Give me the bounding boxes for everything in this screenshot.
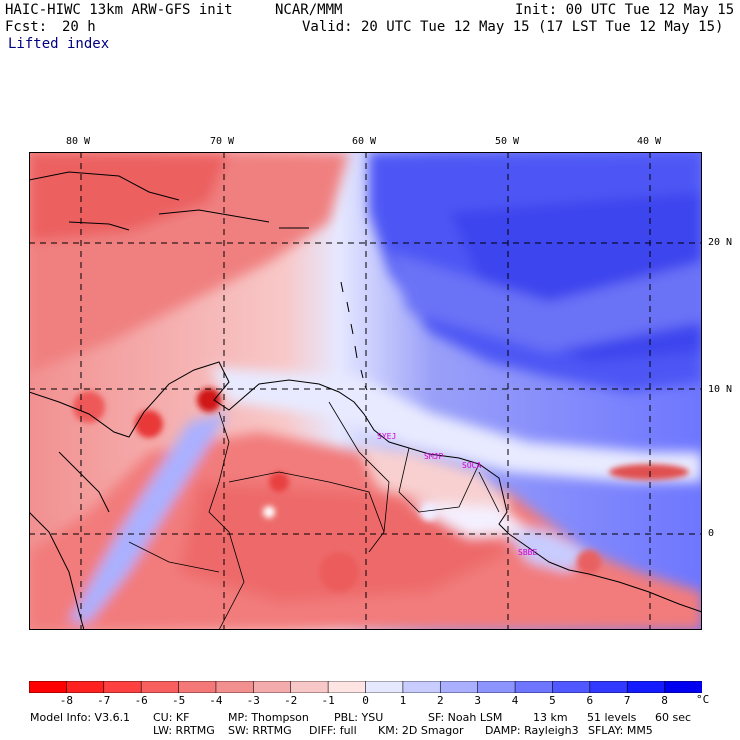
station-label-soca: SOCA xyxy=(462,461,482,470)
field-name: Lifted index xyxy=(8,36,110,52)
colorbar-level-label: -3 xyxy=(246,694,260,707)
colorbar-level-label: 5 xyxy=(549,694,556,707)
colorbar-swatch xyxy=(552,681,591,693)
footer-sf: SF: Noah LSM xyxy=(428,711,503,724)
colorbar-level-label: -4 xyxy=(209,694,223,707)
colorbar-swatch xyxy=(253,681,292,693)
colorbar xyxy=(29,681,702,693)
colorbar-swatch xyxy=(514,681,554,693)
footer-sflay: SFLAY: MM5 xyxy=(588,724,653,737)
footer-diff: DIFF: full xyxy=(309,724,357,737)
lifted-index-map xyxy=(29,152,702,630)
colorbar-swatch xyxy=(589,681,629,693)
station-label-syej: SYEJ xyxy=(377,432,397,441)
lat-label-20n: 20 N xyxy=(708,237,733,248)
colorbar-level-label: 0 xyxy=(362,694,369,707)
footer-levels: 51 levels xyxy=(587,711,637,724)
colorbar-unit: °C xyxy=(696,693,710,706)
forecast-label: Fcst: xyxy=(5,19,48,35)
colorbar-swatch xyxy=(103,681,142,693)
lon-label-80w: 80 W xyxy=(66,136,91,147)
forecast-hour: 20 h xyxy=(62,19,96,35)
colorbar-level-label: 7 xyxy=(623,694,631,707)
colorbar-swatch xyxy=(140,681,180,693)
colorbar-swatch xyxy=(477,681,516,693)
field-shading xyxy=(29,152,702,630)
footer-timestep: 60 sec xyxy=(655,711,692,724)
lon-label-40w: 40 W xyxy=(637,136,662,147)
colorbar-level-label: 2 xyxy=(436,694,444,707)
footer-model-info: Model Info: V3.6.1 xyxy=(30,711,131,724)
colorbar-swatch xyxy=(215,681,255,693)
lat-lon-grid xyxy=(29,152,702,630)
footer-damp: DAMP: Rayleigh3 xyxy=(485,724,579,737)
lon-label-50w: 50 W xyxy=(495,136,520,147)
colorbar-level-label: 8 xyxy=(661,694,668,707)
colorbar-level-label: -8 xyxy=(59,694,74,707)
colorbar-swatch xyxy=(327,681,367,693)
colorbar-level-label: 3 xyxy=(474,694,481,707)
colorbar-swatch xyxy=(66,681,105,693)
lat-label-0: 0 xyxy=(708,528,715,539)
footer-resolution: 13 km xyxy=(533,711,568,724)
colorbar-swatch xyxy=(29,681,68,693)
colorbar-swatch xyxy=(365,681,404,693)
footer-sw: SW: RRTMG xyxy=(228,724,292,737)
footer-lw: LW: RRTMG xyxy=(153,724,215,737)
colorbar-level-label: 4 xyxy=(511,694,519,707)
colorbar-swatch xyxy=(439,681,479,693)
footer-pbl: PBL: YSU xyxy=(334,711,384,724)
colorbar-level-label: -5 xyxy=(171,694,186,707)
footer-km: KM: 2D Smagor xyxy=(378,724,464,737)
footer-cu: CU: KF xyxy=(153,711,190,724)
colorbar-swatch xyxy=(290,681,329,693)
colorbar-level-label: -1 xyxy=(321,694,335,707)
colorbar-level-label: 1 xyxy=(399,694,407,707)
colorbar-level-label: -2 xyxy=(284,694,298,707)
footer-mp: MP: Thompson xyxy=(228,711,309,724)
country-borders xyxy=(128,401,500,630)
colorbar-swatch xyxy=(402,681,442,693)
lon-label-70w: 70 W xyxy=(210,136,235,147)
colorbar-level-label: 6 xyxy=(586,694,594,707)
org-label: NCAR/MMM xyxy=(275,2,343,18)
valid-time: Valid: 20 UTC Tue 12 May 15 (17 LST Tue … xyxy=(302,19,724,35)
field-detail xyxy=(73,388,689,592)
lon-label-60w: 60 W xyxy=(352,136,377,147)
colorbar-swatch xyxy=(178,681,217,693)
colorbar-level-label: -7 xyxy=(97,694,111,707)
colorbar-swatch xyxy=(626,681,666,693)
station-label-sbbe: SBBE xyxy=(518,548,538,557)
init-time: Init: 00 UTC Tue 12 May 15 xyxy=(515,2,735,18)
station-label-smjp: SMJP xyxy=(424,452,444,461)
colorbar-swatch xyxy=(664,681,702,693)
model-title: HAIC-HIWC 13km ARW-GFS init xyxy=(5,2,233,18)
lat-label-10n: 10 N xyxy=(708,384,733,395)
colorbar-level-label: -6 xyxy=(134,694,148,707)
map-frame xyxy=(29,152,702,630)
